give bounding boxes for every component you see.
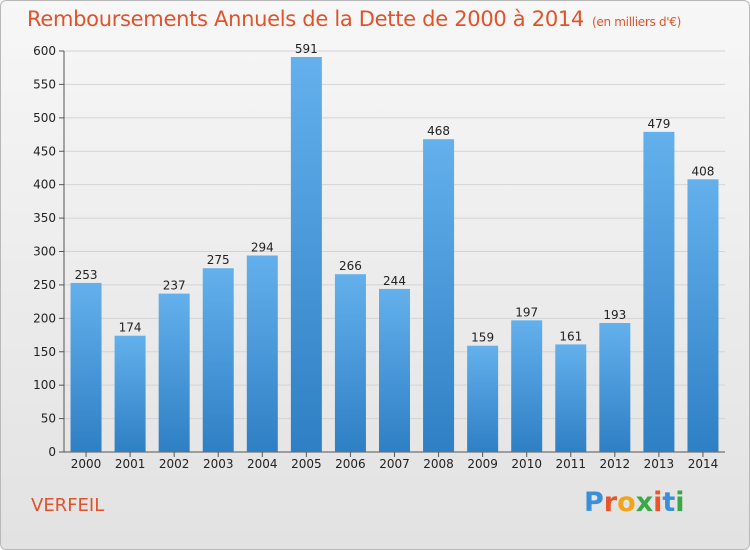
y-tick-label: 100	[33, 378, 56, 392]
logo-letter: i	[675, 487, 685, 518]
logo-letter: x	[635, 487, 654, 518]
x-tick-label: 2013	[644, 457, 675, 471]
y-tick-label: 200	[33, 311, 56, 325]
bar-value-label: 161	[559, 329, 582, 343]
x-tick-label: 2008	[423, 457, 454, 471]
bar-value-label: 408	[692, 164, 715, 178]
x-tick-label: 2011	[555, 457, 586, 471]
bar	[511, 320, 543, 452]
bar-value-label: 237	[163, 279, 186, 293]
bar	[423, 139, 455, 452]
bar-value-label: 159	[471, 331, 494, 345]
bar-value-label: 174	[119, 321, 142, 335]
x-tick-label: 2005	[291, 457, 322, 471]
y-tick-label: 350	[33, 211, 56, 225]
bar	[687, 179, 719, 452]
logo-letter: r	[603, 487, 618, 518]
bar	[202, 268, 234, 452]
logo-letter: P	[584, 487, 604, 518]
x-tick-label: 2012	[600, 457, 631, 471]
logo-letter: t	[662, 487, 676, 518]
y-tick-label: 600	[33, 44, 56, 58]
chart-subtitle: (en milliers d'€)	[592, 15, 682, 29]
bar-value-label: 266	[339, 259, 362, 273]
bar-value-label: 244	[383, 274, 406, 288]
bar	[70, 282, 102, 452]
bar-value-label: 294	[251, 241, 274, 255]
y-tick-label: 250	[33, 278, 56, 292]
x-tick-label: 2009	[467, 457, 498, 471]
bar	[114, 335, 146, 452]
y-tick-label: 0	[48, 445, 56, 459]
bar-value-label: 591	[295, 42, 318, 56]
bar-value-label: 193	[603, 308, 626, 322]
bar-value-label: 479	[647, 117, 670, 131]
y-tick-label: 450	[33, 144, 56, 158]
bar-value-label: 468	[427, 124, 450, 138]
bar	[334, 274, 366, 452]
y-tick-label: 50	[41, 412, 56, 426]
x-tick-label: 2004	[247, 457, 278, 471]
x-tick-label: 2001	[115, 457, 146, 471]
place-name: VERFEIL	[31, 495, 105, 516]
x-tick-label: 2007	[379, 457, 410, 471]
proxiti-logo: Proxiti	[584, 487, 685, 518]
logo-letter: i	[653, 487, 663, 518]
chart-title-text: Remboursements Annuels de la Dette de 20…	[27, 7, 584, 31]
bar	[555, 344, 587, 452]
bar	[467, 345, 499, 452]
logo-letter: o	[617, 487, 636, 518]
chart-title: Remboursements Annuels de la Dette de 20…	[27, 7, 681, 31]
x-tick-label: 2003	[203, 457, 234, 471]
x-tick-label: 2002	[159, 457, 190, 471]
y-tick-label: 500	[33, 111, 56, 125]
x-tick-label: 2010	[511, 457, 542, 471]
bar-value-label: 253	[75, 268, 98, 282]
bar-value-label: 275	[207, 253, 230, 267]
y-tick-label: 300	[33, 245, 56, 259]
bar	[290, 57, 322, 452]
x-tick-label: 2014	[688, 457, 719, 471]
bar	[643, 131, 675, 452]
bar	[158, 293, 190, 452]
y-tick-label: 150	[33, 345, 56, 359]
bar-value-label: 197	[515, 305, 538, 319]
y-tick-label: 550	[33, 77, 56, 91]
bar	[599, 323, 631, 452]
y-tick-label: 400	[33, 178, 56, 192]
bar	[379, 288, 410, 452]
x-tick-label: 2006	[335, 457, 366, 471]
x-tick-label: 2000	[71, 457, 102, 471]
bar	[246, 255, 278, 452]
